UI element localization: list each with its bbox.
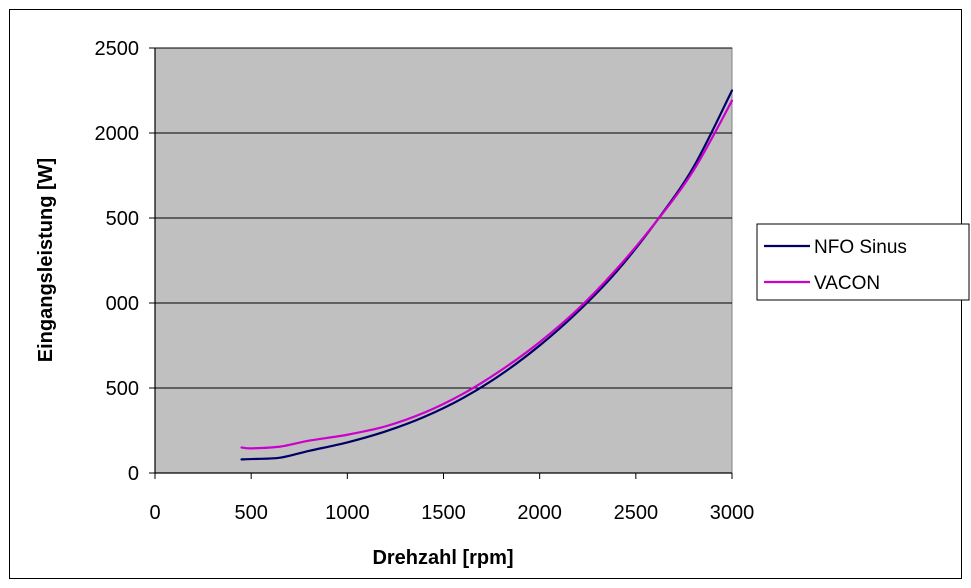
- x-tick-label-2: 1000: [325, 502, 370, 524]
- legend-box: [756, 223, 970, 301]
- tick-labels: 0 500 000 500 2000 2500 0 500 1000 1500 2000 2500 30…: [95, 38, 755, 524]
- x-tick-label-1: 500: [234, 502, 267, 524]
- y-tick-label-2: 000: [106, 293, 139, 315]
- grid-lines: [155, 47, 732, 389]
- plot-area: [154, 47, 733, 474]
- series-line-vacon: [240, 99, 734, 450]
- x-tick-label-3: 1500: [421, 502, 466, 524]
- y-tick-label-3: 500: [106, 208, 139, 230]
- y-tick-label-5: 2500: [95, 38, 140, 60]
- legend: NFO Sinus VACON: [756, 223, 970, 301]
- legend-items: NFO Sinus VACON: [764, 237, 907, 294]
- x-tick-label-5: 2500: [614, 502, 659, 524]
- x-axis-title: Drehzahl [rpm]: [372, 547, 513, 569]
- y-tick-label-0: 0: [128, 463, 139, 485]
- legend-label-nfo-sinus: NFO Sinus: [814, 237, 907, 258]
- y-tick-label-4: 2000: [95, 123, 140, 145]
- x-tick-label-0: 0: [149, 502, 160, 524]
- legend-label-vacon: VACON: [814, 273, 880, 294]
- y-axis-title: Eingangsleistung [W]: [35, 158, 57, 362]
- y-tick-label-1: 500: [106, 378, 139, 400]
- axes: [149, 47, 733, 479]
- x-tick-label-4: 2000: [517, 502, 562, 524]
- series-lines: [240, 89, 734, 461]
- x-tick-label-6: 3000: [710, 502, 755, 524]
